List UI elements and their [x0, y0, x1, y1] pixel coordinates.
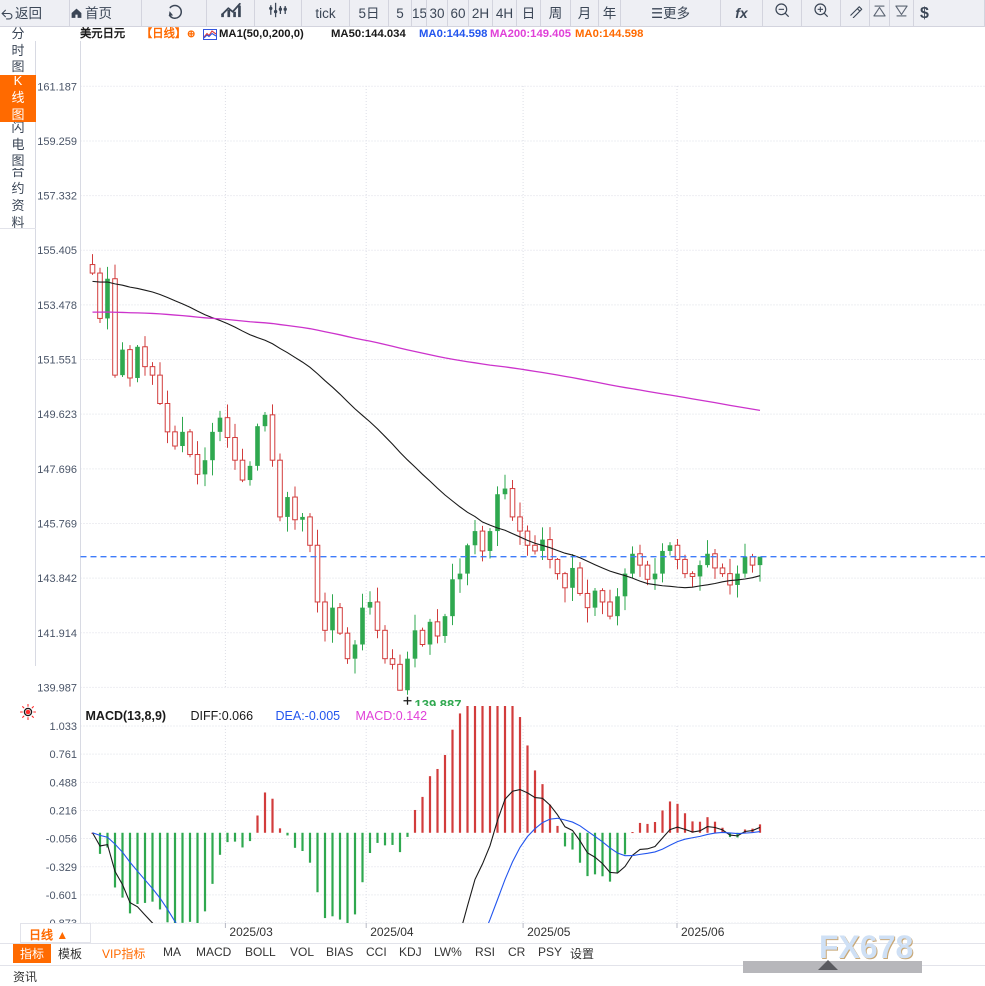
- svg-text:155.405: 155.405: [37, 245, 77, 257]
- svg-text:MACD(13,8,9): MACD(13,8,9): [86, 709, 167, 723]
- svg-text:161.187: 161.187: [37, 81, 77, 93]
- svg-text:MACD:0.142: MACD:0.142: [356, 709, 428, 723]
- svg-text:DEA:-0.005: DEA:-0.005: [276, 709, 341, 723]
- svg-text:2025/05: 2025/05: [527, 925, 571, 939]
- svg-text:159.259: 159.259: [37, 136, 77, 148]
- svg-text:147.696: 147.696: [37, 464, 77, 476]
- svg-text:141.914: 141.914: [37, 628, 77, 640]
- svg-text:139.987: 139.987: [37, 682, 77, 694]
- svg-text:DIFF:0.066: DIFF:0.066: [191, 709, 254, 723]
- svg-text:1.033: 1.033: [49, 721, 77, 733]
- svg-text:149.623: 149.623: [37, 409, 77, 421]
- svg-text:2025/06: 2025/06: [681, 925, 725, 939]
- svg-text:139.887: 139.887: [415, 697, 462, 706]
- svg-text:153.478: 153.478: [37, 300, 77, 312]
- svg-text:0.488: 0.488: [49, 777, 77, 789]
- svg-text:0.761: 0.761: [49, 749, 77, 761]
- svg-text:-0.601: -0.601: [46, 890, 77, 902]
- svg-text:151.551: 151.551: [37, 355, 77, 367]
- svg-text:145.769: 145.769: [37, 518, 77, 530]
- svg-text:2025/03: 2025/03: [229, 925, 273, 939]
- svg-text:-0.056: -0.056: [46, 834, 77, 846]
- svg-text:157.332: 157.332: [37, 191, 77, 203]
- svg-text:0.216: 0.216: [49, 805, 77, 817]
- svg-text:2025/04: 2025/04: [370, 925, 414, 939]
- svg-text:143.842: 143.842: [37, 573, 77, 585]
- svg-text:-0.329: -0.329: [46, 862, 77, 874]
